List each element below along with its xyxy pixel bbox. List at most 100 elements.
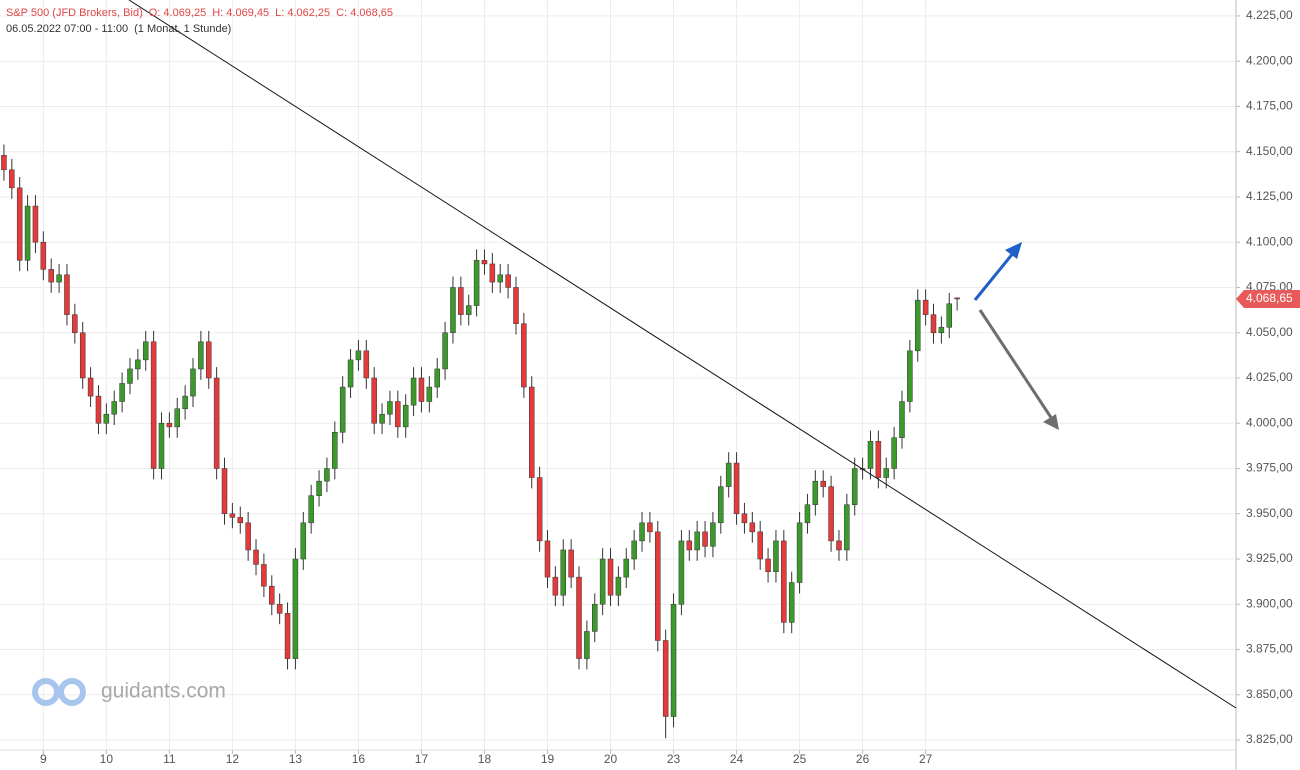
candle-body [907,350,913,402]
candle-body [844,504,850,551]
candle-body [796,522,803,583]
y-tick-label: 3.900,00 [1246,596,1293,610]
candle-body [16,187,23,261]
candle-body [355,350,362,361]
candle-body [269,585,275,605]
candle-body [24,205,31,261]
candle-body [686,540,693,551]
candle-body [387,401,393,415]
candle-body [749,522,756,533]
candle-body [489,263,496,283]
candle-body [946,303,953,328]
y-tick-label: 3.925,00 [1246,551,1293,565]
date-range: 06.05.2022 07:00 - 11:00 [6,23,129,35]
candle-body [922,299,929,315]
candle-body [142,341,149,361]
candle-body [95,395,102,424]
candle-body [324,468,330,482]
candle-body [434,368,440,388]
candle-body [363,350,370,379]
x-tick-label: 26 [856,752,870,766]
candle-body [426,386,433,402]
candle-body [87,377,94,397]
y-tick-label: 4.100,00 [1246,234,1293,248]
candle-body [576,576,582,659]
candle-body [284,613,291,659]
last-price-tag [1236,289,1300,308]
candle-body [875,441,882,478]
down-arrow [978,309,1059,430]
candle-body [402,404,409,428]
x-tick-label: 10 [100,752,114,766]
ohlc: O: 4.069,25 [148,7,207,19]
candle-body [64,274,70,315]
y-tick-label: 3.875,00 [1246,642,1293,656]
candle-body [40,241,47,270]
candle-body [639,522,645,542]
candle-body [245,522,251,551]
candle-body [592,604,598,632]
trend-line [128,0,1237,709]
candle-body [804,504,811,524]
candle-body [615,576,622,596]
candle-body [781,540,787,623]
candle-body [891,437,897,469]
candle-body [702,531,708,547]
candle-body [276,604,283,614]
candle-body [954,297,960,300]
candle-body [465,305,472,315]
candle-body [221,468,228,515]
candle-body [938,327,945,333]
candle-body [536,477,543,542]
title: S&P 500 (JFD Brokers, Bid) [6,7,143,19]
candle-body [718,486,724,524]
candle-body [371,377,377,424]
candle-body [32,205,39,243]
candle-body [812,480,819,505]
candle-body [528,386,535,478]
candle-body [725,462,732,487]
x-tick-label: 16 [352,752,366,766]
candle-body [48,269,54,283]
candle-body [316,480,322,496]
candle-body [788,582,795,623]
candle-body [119,383,125,402]
candle-body [505,274,511,288]
candle-body [213,377,220,469]
candle-body [694,531,700,551]
candle-body [379,413,385,424]
candle-body [450,287,456,333]
candle-body [899,401,905,438]
candle-body [521,323,527,388]
y-tick-label: 4.125,00 [1246,189,1293,203]
candle-body [473,260,480,306]
candle-body [930,314,937,333]
x-tick-label: 12 [226,752,240,766]
y-tick-label: 4.200,00 [1246,53,1293,67]
candle-body [851,468,858,505]
candle-body [72,314,78,333]
y-tick-label: 3.975,00 [1246,461,1293,475]
candle-body [458,287,464,315]
candle-body [765,558,771,572]
x-tick-label: 18 [478,752,492,766]
y-tick-label: 4.050,00 [1246,325,1293,339]
x-tick-label: 25 [793,752,807,766]
x-tick-label: 27 [919,752,933,766]
candle-body [544,540,551,578]
ohlc: C: 4.068,65 [336,7,394,19]
x-tick-label: 24 [730,752,744,766]
y-tick-label: 4.225,00 [1246,8,1293,22]
candle-body [261,564,267,587]
x-tick-label: 11 [163,752,176,766]
candle-body [9,169,15,189]
x-tick-label: 19 [541,752,555,766]
candle-body [150,341,157,469]
candle-body [395,401,401,428]
candle-body [513,287,519,324]
header: S&P 500 (JFD Brokers, Bid) O: 4.069,25 H: … [6,5,399,37]
candle-body [174,408,180,428]
x-tick-label: 13 [289,752,303,766]
candle-body [497,274,503,283]
